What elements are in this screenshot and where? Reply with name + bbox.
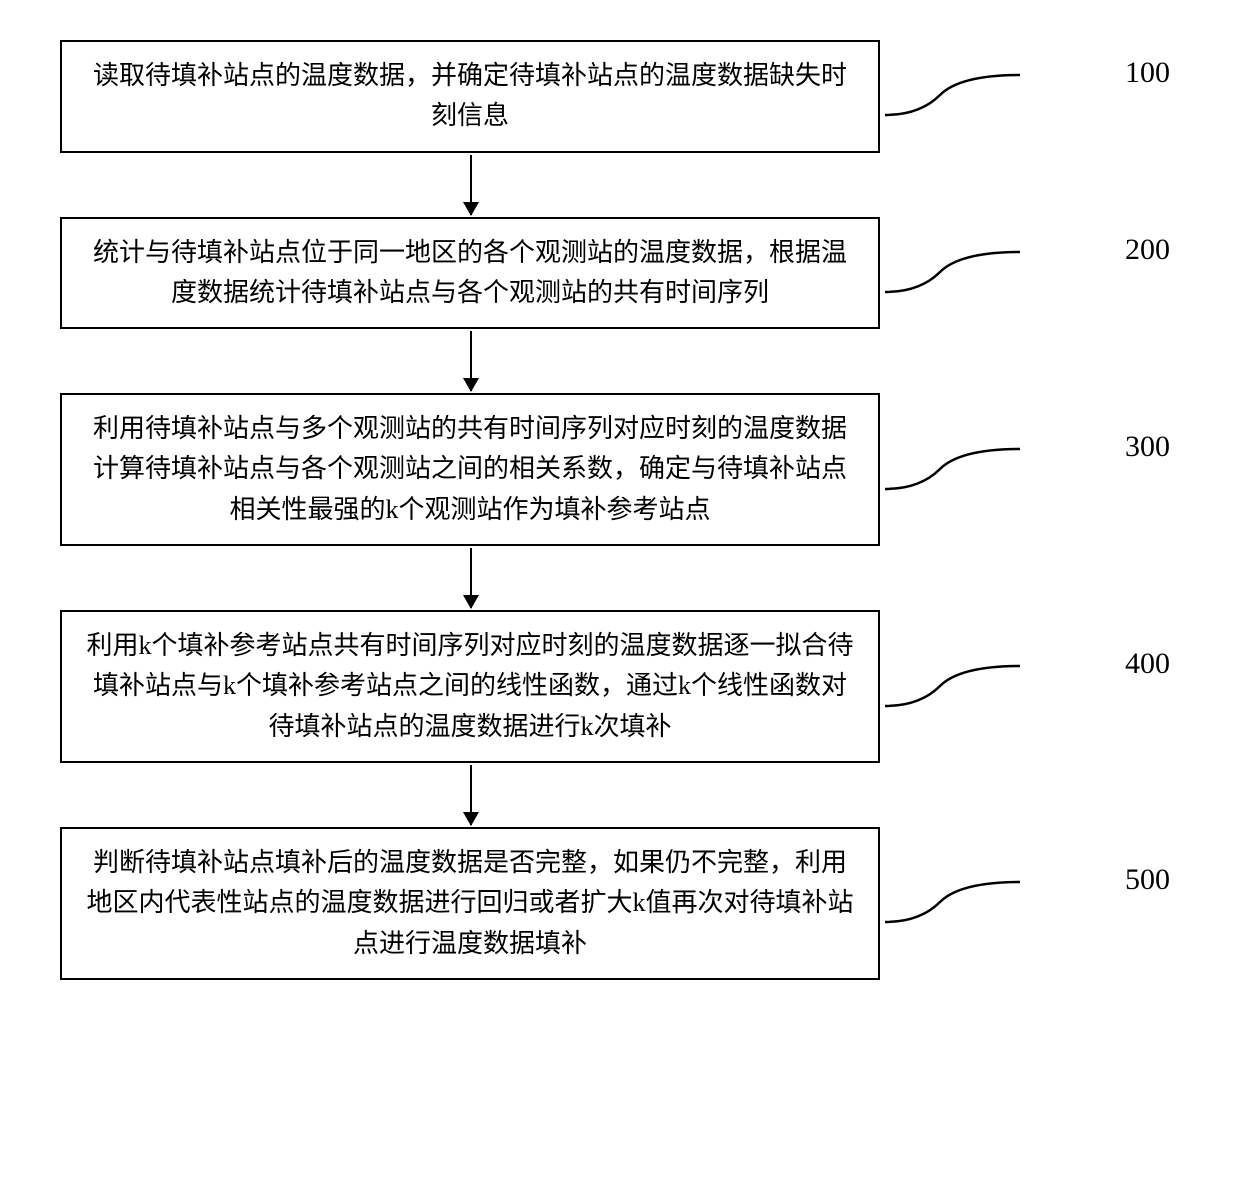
flow-step-box: 利用k个填补参考站点共有时间序列对应时刻的温度数据逐一拟合待填补站点与k个填补参… xyxy=(60,610,880,763)
flow-step-text: 读取待填补站点的温度数据，并确定待填补站点的温度数据缺失时刻信息 xyxy=(93,61,847,130)
connector-curve xyxy=(880,70,1060,120)
flow-step-text: 利用k个填补参考站点共有时间序列对应时刻的温度数据逐一拟合待填补站点与k个填补参… xyxy=(86,631,853,741)
arrow-down-icon xyxy=(470,331,472,391)
flowchart-container: 读取待填补站点的温度数据，并确定待填补站点的温度数据缺失时刻信息 100 统计与… xyxy=(60,40,1180,980)
connector-curve xyxy=(880,877,1060,927)
flow-row: 统计与待填补站点位于同一地区的各个观测站的温度数据，根据温度数据统计待填补站点与… xyxy=(60,217,1180,330)
step-label-wrap: 300 xyxy=(880,430,1180,510)
flow-step-box: 读取待填补站点的温度数据，并确定待填补站点的温度数据缺失时刻信息 xyxy=(60,40,880,153)
arrow-down-icon xyxy=(470,155,472,215)
step-label-wrap: 100 xyxy=(880,56,1180,136)
step-label-wrap: 200 xyxy=(880,233,1180,313)
step-number: 300 xyxy=(1125,430,1170,464)
step-number: 200 xyxy=(1125,233,1170,267)
connector-curve xyxy=(880,661,1060,711)
flow-step-box: 利用待填补站点与多个观测站的共有时间序列对应时刻的温度数据计算待填补站点与各个观… xyxy=(60,393,880,546)
flow-row: 利用k个填补参考站点共有时间序列对应时刻的温度数据逐一拟合待填补站点与k个填补参… xyxy=(60,610,1180,763)
step-number: 400 xyxy=(1125,647,1170,681)
flow-row: 利用待填补站点与多个观测站的共有时间序列对应时刻的温度数据计算待填补站点与各个观… xyxy=(60,393,1180,546)
connector-curve xyxy=(880,444,1060,494)
step-number: 100 xyxy=(1125,56,1170,90)
connector-curve xyxy=(880,247,1060,297)
arrow-down-icon xyxy=(470,765,472,825)
flow-step-box: 统计与待填补站点位于同一地区的各个观测站的温度数据，根据温度数据统计待填补站点与… xyxy=(60,217,880,330)
step-label-wrap: 500 xyxy=(880,863,1180,943)
flow-step-box: 判断待填补站点填补后的温度数据是否完整，如果仍不完整，利用地区内代表性站点的温度… xyxy=(60,827,880,980)
arrow-down-icon xyxy=(470,548,472,608)
flow-step-text: 统计与待填补站点位于同一地区的各个观测站的温度数据，根据温度数据统计待填补站点与… xyxy=(93,238,847,307)
step-label-wrap: 400 xyxy=(880,647,1180,727)
flow-row: 读取待填补站点的温度数据，并确定待填补站点的温度数据缺失时刻信息 100 xyxy=(60,40,1180,153)
flow-row: 判断待填补站点填补后的温度数据是否完整，如果仍不完整，利用地区内代表性站点的温度… xyxy=(60,827,1180,980)
step-number: 500 xyxy=(1125,863,1170,897)
flow-step-text: 利用待填补站点与多个观测站的共有时间序列对应时刻的温度数据计算待填补站点与各个观… xyxy=(93,414,847,524)
flow-step-text: 判断待填补站点填补后的温度数据是否完整，如果仍不完整，利用地区内代表性站点的温度… xyxy=(86,848,853,958)
